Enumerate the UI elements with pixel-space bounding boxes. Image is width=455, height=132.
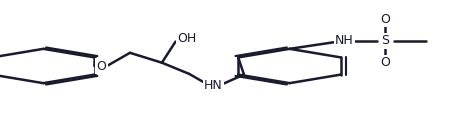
Text: S: S	[380, 34, 389, 47]
Text: OH: OH	[177, 32, 196, 45]
Text: O: O	[96, 60, 106, 72]
Text: O: O	[379, 56, 389, 69]
Text: HN: HN	[203, 79, 222, 92]
Text: O: O	[379, 13, 389, 26]
Text: NH: NH	[334, 34, 353, 47]
